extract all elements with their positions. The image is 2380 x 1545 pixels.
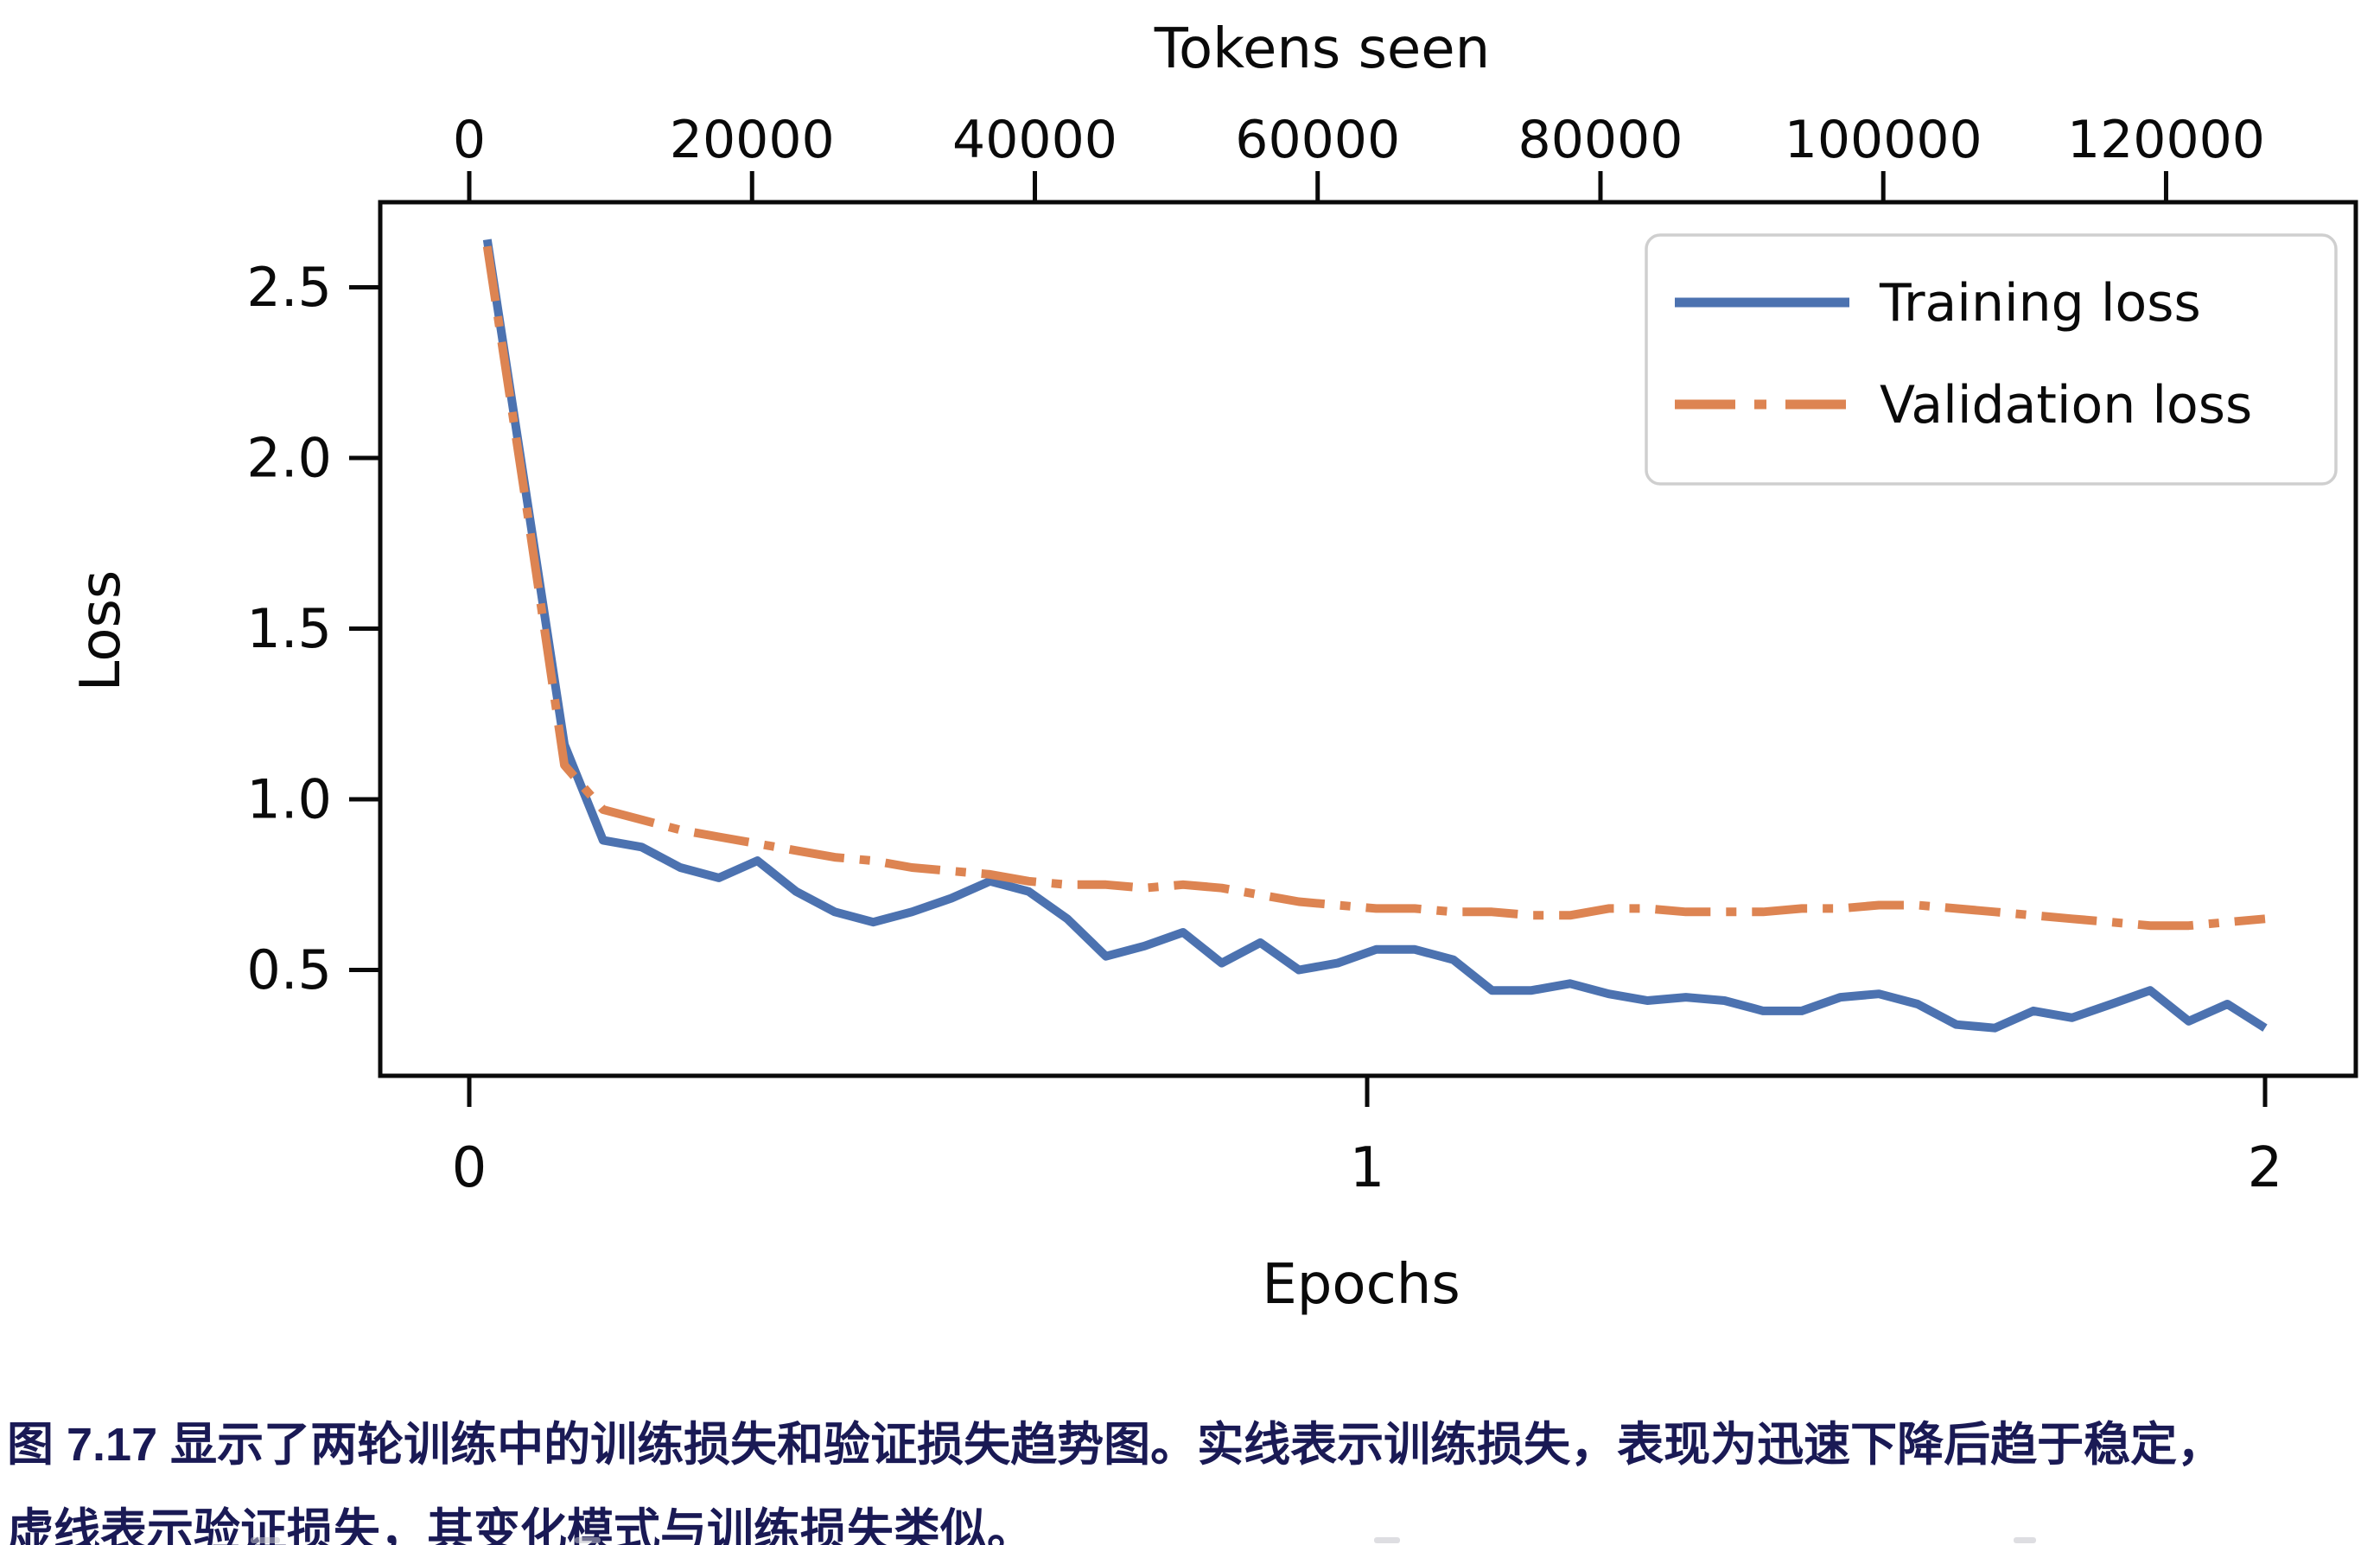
- top-axis-tick-label: 60000: [1235, 110, 1400, 170]
- y-axis-tick-label: 2.0: [246, 427, 332, 490]
- bottom-axis-tick-label: 2: [2248, 1136, 2283, 1200]
- legend-box: [1645, 233, 2338, 486]
- loss-chart: Tokens seen Epochs Loss 0 20000 40000 60000…: [69, 17, 2358, 1317]
- cropped-text-artifact: [575, 1537, 601, 1543]
- training-loss-line: [482, 238, 2268, 1033]
- caption-line-2: 虚线表示验证损失，其变化模式与训练损失类似。: [7, 1505, 1034, 1545]
- plot-generated-content: 0 20000 40000 60000 80000 100000 120000 0 1 2 2.5 2…: [246, 110, 2358, 1200]
- top-axis-title: Tokens seen: [1154, 17, 1490, 81]
- cropped-text-artifact: [2014, 1537, 2036, 1543]
- bottom-axis-tick-label: 0: [452, 1136, 487, 1200]
- figure-caption: 图 7.17 显示了两轮训练中的训练损失和验证损失趋势图。实线表示训练损失，表现…: [7, 1402, 2380, 1545]
- top-axis-tick-label: 100000: [1785, 110, 1982, 170]
- left-axis-title: Loss: [69, 570, 133, 691]
- bottom-axis-title: Epochs: [1262, 1253, 1460, 1317]
- caption-line-1: 图 7.17 显示了两轮训练中的训练损失和验证损失趋势图。实线表示训练损失，表现…: [7, 1419, 2224, 1471]
- top-axis-tick-label: 120000: [2067, 110, 2265, 170]
- legend-validation-label: Validation loss: [1880, 375, 2252, 436]
- top-axis-tick-label: 20000: [670, 110, 835, 170]
- legend: Training loss Validation loss: [1645, 233, 2338, 486]
- legend-training-label: Training loss: [1879, 273, 2201, 334]
- top-axis-tick-label: 0: [453, 110, 486, 170]
- y-axis-tick-label: 2.5: [246, 256, 332, 319]
- y-axis-tick-label: 0.5: [246, 938, 332, 1001]
- cropped-text-artifact: [251, 1537, 280, 1543]
- y-axis-tick-label: 1.0: [246, 768, 332, 831]
- y-axis-tick-label: 1.5: [246, 597, 332, 660]
- cropped-text-artifact: [1374, 1537, 1400, 1543]
- top-axis-tick-label: 40000: [952, 110, 1117, 170]
- validation-loss-line: [482, 245, 2266, 931]
- bottom-axis-tick-label: 1: [1350, 1136, 1385, 1200]
- top-axis-tick-label: 80000: [1518, 110, 1683, 170]
